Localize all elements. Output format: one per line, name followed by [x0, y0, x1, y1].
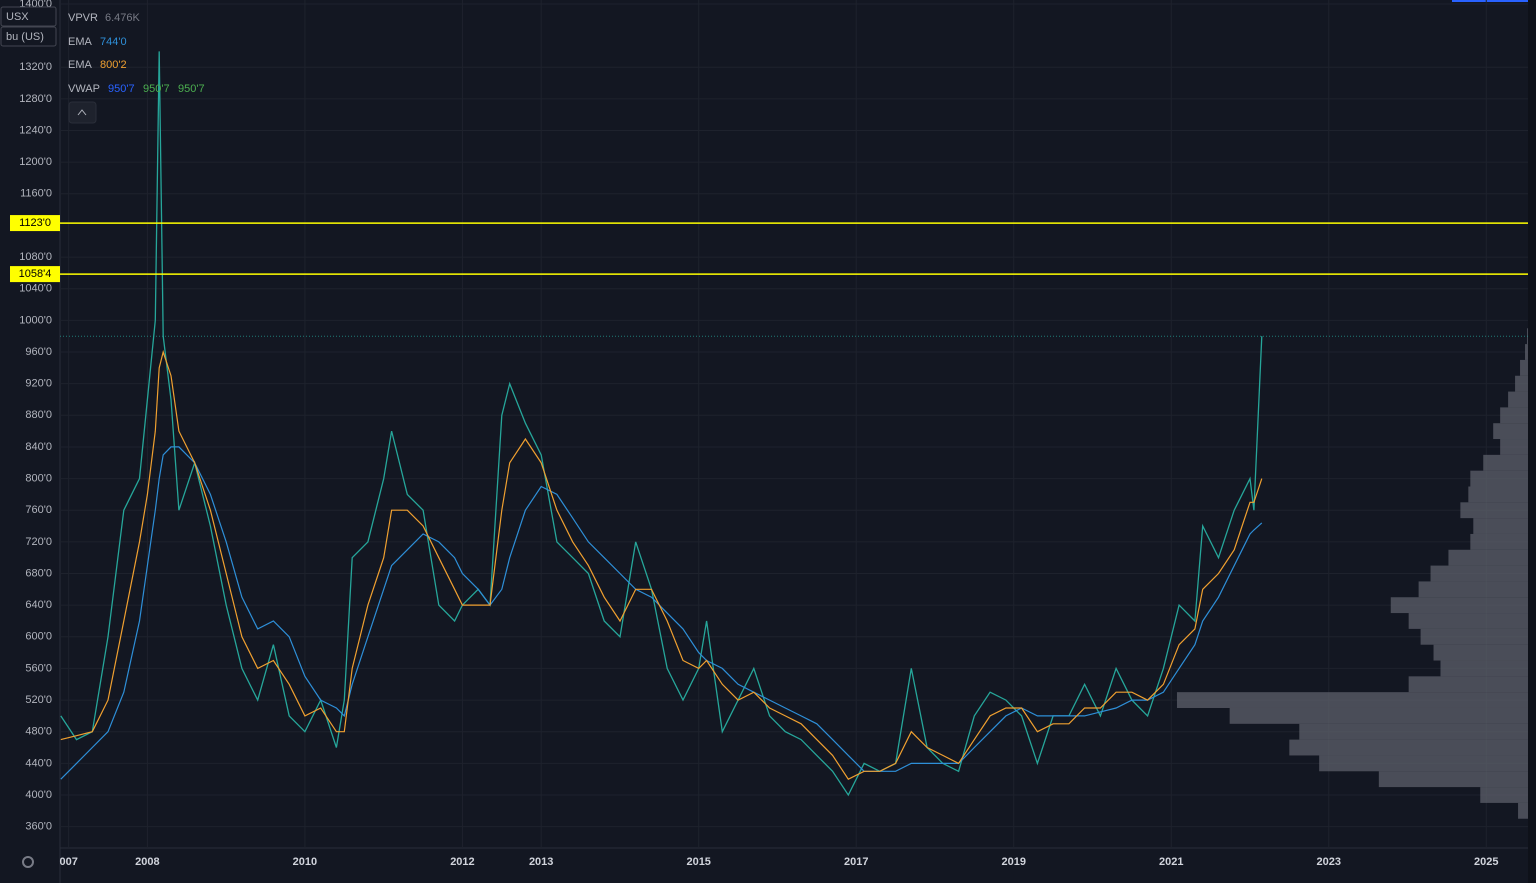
profile-bar: [1525, 344, 1528, 360]
vpvr-name: VPVR: [68, 12, 98, 24]
top-indicator: [1452, 0, 1528, 2]
profile-bar: [1289, 739, 1528, 756]
y-tick-label: 520'0: [25, 694, 52, 706]
profile-bar: [1408, 676, 1528, 693]
x-tick-label: 2023: [1317, 856, 1341, 868]
profile-bar: [1518, 802, 1528, 819]
y-tick-label: 920'0: [25, 378, 52, 390]
profile-bar: [1448, 549, 1528, 566]
unit-select[interactable]: [0, 26, 57, 47]
profile-bar: [1470, 470, 1528, 487]
y-tick-label: 840'0: [25, 441, 52, 453]
volume-profile: [1176, 328, 1528, 819]
price-line: [60, 51, 1263, 797]
x-tick-label: 2008: [135, 856, 159, 868]
y-tick-label: 960'0: [25, 346, 52, 358]
x-tick-label: 2012: [450, 856, 474, 868]
y-tick-label: 440'0: [25, 757, 52, 769]
x-tick-label: 2013: [529, 856, 553, 868]
y-tick-label: 480'0: [25, 726, 52, 738]
symbol[interactable]: USX: [6, 11, 29, 23]
right-strip: [1528, 0, 1536, 883]
unit[interactable]: bu (US): [6, 31, 44, 43]
y-tick-label: 680'0: [25, 567, 52, 579]
profile-bar: [1500, 439, 1528, 455]
profile-bar: [1515, 375, 1528, 392]
grid: [60, 0, 1528, 848]
level-label: 1123'0: [19, 217, 51, 229]
y-tick-label: 400'0: [25, 789, 52, 801]
y-tick-label: 1200'0: [19, 156, 52, 168]
y-tick-label: 880'0: [25, 409, 52, 421]
y-tick-label: 1400'0: [19, 0, 52, 10]
profile-bar: [1483, 454, 1528, 471]
profile-bar: [1408, 613, 1528, 629]
profile-bar: [1420, 628, 1528, 645]
y-tick-label: 560'0: [25, 662, 52, 674]
profile-bar: [1299, 723, 1528, 740]
profile-bar: [1473, 518, 1528, 534]
y-tick-label: 1160'0: [20, 188, 52, 200]
axes: 360'0 400'0 440'0 480'0 520'0 560'0 600'0 640'0…: [10, 0, 1499, 868]
x-tick-label: 2019: [1001, 856, 1025, 868]
profile-bar: [1378, 771, 1528, 788]
vwap-value: 950'7: [108, 83, 135, 95]
plot: [60, 51, 1528, 797]
symbol-select[interactable]: [0, 6, 57, 27]
settings-icon[interactable]: [22, 856, 34, 868]
collapse-button[interactable]: [68, 101, 97, 124]
x-tick-label: 2010: [293, 856, 317, 868]
y-tick-label: 1320'0: [19, 61, 52, 73]
y-tick-label: 600'0: [25, 631, 52, 643]
y-tick-label: 720'0: [25, 536, 52, 548]
y-tick-label: 640'0: [25, 599, 52, 611]
y-tick-label: 800'0: [25, 472, 52, 484]
y-tick-label: 760'0: [25, 504, 52, 516]
legend-value: 744'0: [100, 36, 127, 48]
vpvr-value: 6.476K: [105, 12, 141, 24]
legend-value: 800'2: [100, 59, 127, 71]
legend-name: EMA: [68, 59, 93, 71]
y-tick-label: 360'0: [25, 821, 52, 833]
y-tick-label: 1040'0: [19, 283, 52, 295]
profile-bar: [1508, 391, 1528, 408]
profile-bar: [1418, 581, 1528, 598]
x-tick-label: 2015: [686, 856, 710, 868]
profile-bar: [1468, 486, 1528, 503]
level-label-box: [10, 266, 60, 283]
y-tick-label: 1000'0: [19, 314, 52, 326]
profile-bar: [1319, 755, 1528, 772]
x-tick-label: 2021: [1159, 856, 1183, 868]
profile-bar: [1460, 502, 1528, 519]
profile-bar: [1176, 692, 1528, 708]
vwap-value: 950'7: [143, 83, 170, 95]
vwap-value: 950'7: [178, 83, 205, 95]
x-tick-label: 2017: [844, 856, 868, 868]
y-tick-label: 1280'0: [19, 93, 52, 105]
profile-bar: [1433, 644, 1528, 661]
vwap-name: VWAP: [68, 83, 100, 95]
collapse-icon[interactable]: [77, 109, 87, 116]
ema-line: [60, 349, 1263, 780]
profile-bar: [1390, 597, 1528, 614]
level-label: 1058'4: [19, 268, 52, 280]
profile-bar: [1229, 707, 1528, 724]
y-tick-label: 1080'0: [19, 251, 52, 263]
profile-bar: [1500, 407, 1528, 424]
profile-bar: [1470, 533, 1528, 550]
profile-bar: [1493, 423, 1528, 440]
x-tick-label: 007: [59, 856, 77, 868]
level-label-box: [10, 215, 60, 232]
y-tick-label: 1240'0: [19, 124, 52, 136]
profile-bar: [1480, 787, 1528, 803]
x-tick-label: 2025: [1474, 856, 1498, 868]
profile-bar: [1440, 660, 1528, 677]
profile-bar: [1520, 359, 1528, 376]
legend-name: EMA: [68, 36, 93, 48]
profile-bar: [1430, 565, 1528, 582]
